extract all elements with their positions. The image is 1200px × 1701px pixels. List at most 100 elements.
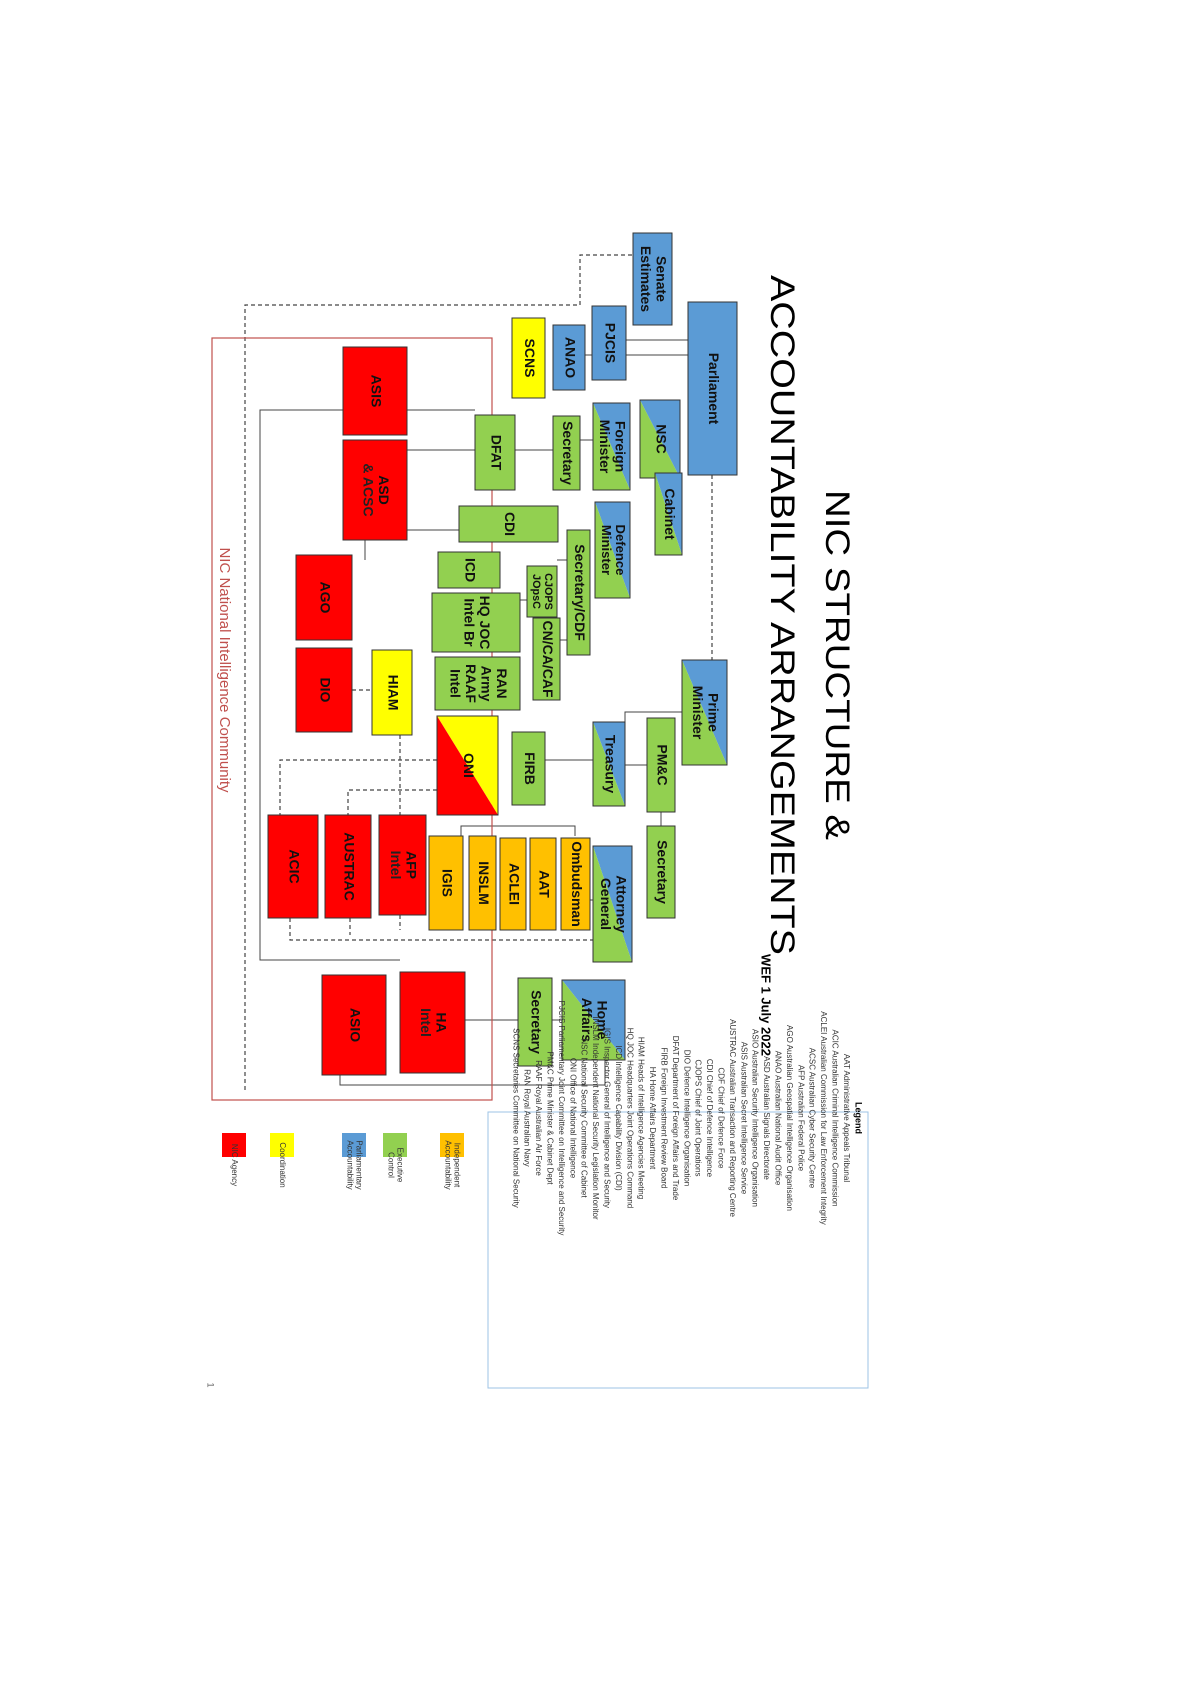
node-label: NSC	[653, 424, 669, 454]
key-label: Accountability	[443, 1140, 452, 1189]
node-label: ICD	[462, 558, 478, 582]
legend-item: AAT Administrative Appeals Tribunal	[842, 1054, 851, 1182]
legend-item: HQ JOC Headquarters Joint Operations Com…	[625, 1028, 634, 1209]
node: Cabinet	[654, 472, 683, 556]
node-label: AGO	[317, 582, 333, 614]
node-fill	[640, 400, 680, 478]
node-box	[428, 835, 464, 931]
node-box	[687, 301, 738, 476]
node-label: CN/CA/CAF	[540, 621, 556, 698]
legend-title: Legend	[854, 1102, 864, 1134]
key-label: Executive	[395, 1148, 404, 1183]
node-label: PM&C	[654, 744, 670, 785]
node-box	[295, 647, 353, 733]
node-box	[646, 825, 676, 919]
node-fill	[593, 403, 630, 490]
node-box	[517, 977, 553, 1067]
legend-item: CJOPS Chief of Joint Operations	[694, 1060, 703, 1177]
node-box	[342, 346, 408, 436]
node: DFAT	[474, 414, 516, 491]
node: ASIS	[342, 346, 408, 436]
legend-item: PM&C Prime Minister & Cabinet Dept	[545, 1052, 554, 1186]
key-swatch	[440, 1133, 464, 1157]
node-label: Secretary	[528, 990, 544, 1054]
node-label: CDI	[502, 512, 518, 536]
node-label: Secretary	[654, 840, 670, 904]
node: ASIO	[321, 974, 387, 1076]
node-box	[591, 305, 627, 381]
node-box	[632, 232, 673, 326]
node-box	[529, 837, 557, 931]
connector	[545, 711, 682, 766]
legend-item: CDI Chief of Defence Intelligence	[705, 1059, 714, 1178]
key-swatch	[383, 1133, 407, 1157]
node-label: Cabinet	[662, 488, 678, 540]
node-label: ASD	[376, 475, 392, 505]
node-box	[566, 529, 591, 656]
node-fill	[595, 502, 630, 598]
node-label: Attorney	[613, 875, 629, 933]
node-label: Minister	[597, 420, 613, 474]
node-label: Intel	[448, 669, 464, 698]
node: CN/CA/CAF	[532, 617, 561, 701]
node: Parliament	[687, 301, 738, 476]
node: Ombudsman	[560, 837, 591, 931]
node-box	[437, 551, 501, 589]
legend-item: ACLEI Australian Commission for Law Enfo…	[819, 1011, 828, 1224]
node-label: HA	[433, 1012, 449, 1032]
node: ANAO	[552, 324, 586, 391]
key-label: Coordination	[278, 1142, 287, 1187]
node-box	[324, 814, 372, 919]
node-label: Senate	[653, 256, 669, 302]
legend-item: ASD Australian Signals Directorate	[762, 1056, 771, 1180]
title: NIC STRUCTURE &	[818, 490, 856, 840]
legend-item: HA Home Affairs Department	[648, 1067, 657, 1170]
legend-item: RAN Royal Australian Navy	[523, 1069, 532, 1166]
title: ACCOUNTABILITY ARRANGEMENTS	[763, 275, 801, 955]
node: ASD& ACSC	[342, 439, 408, 541]
node-fill	[437, 716, 498, 815]
key-label: Parliamentary	[354, 1140, 363, 1189]
node-border	[561, 979, 626, 1061]
node-fill	[562, 980, 625, 1060]
key-swatch	[342, 1133, 366, 1157]
node-border	[592, 845, 633, 963]
legend-item: AGO Australian Geospatial Intelligence O…	[785, 1025, 794, 1211]
node: NSC	[639, 399, 681, 479]
node-label: DFAT	[488, 435, 504, 471]
node-label: DIO	[317, 678, 333, 703]
legend-item: ACSC Australian Cyber Security Centre	[808, 1048, 817, 1189]
legend-item: DIO Defence Intelligence Organisation	[682, 1050, 691, 1187]
connector	[244, 254, 653, 1090]
node: ACLEI	[499, 837, 527, 931]
node-label: Intel Br	[462, 598, 478, 647]
legend-item: DFAT Department of Foreign Affairs and T…	[671, 1036, 680, 1201]
legend-item: ANAO Australian National Audit Office	[773, 1051, 782, 1186]
legend-item: AUSTRAC Australian Transaction and Repor…	[728, 1019, 737, 1217]
node-label: Intel	[418, 1008, 434, 1037]
node-box	[431, 592, 521, 653]
node-label: RAN	[494, 668, 510, 698]
node-box	[474, 414, 516, 491]
node-box	[552, 415, 581, 491]
legend-item: NSC National Security Committee of Cabin…	[580, 1038, 589, 1198]
node: HIAM	[371, 649, 413, 736]
node-box	[434, 656, 521, 711]
node-label: ONI	[461, 753, 477, 778]
node-label: Ombudsman	[569, 841, 585, 927]
node-box	[321, 974, 387, 1076]
node-label: HIAM	[385, 675, 401, 711]
node-label: HQ JOC	[477, 596, 493, 650]
node-box	[267, 814, 319, 919]
node-box	[399, 971, 466, 1074]
node-label: Minister	[599, 525, 614, 575]
subtitle: WEF 1 July 2022	[759, 954, 774, 1056]
node: PJCIS	[591, 305, 627, 381]
